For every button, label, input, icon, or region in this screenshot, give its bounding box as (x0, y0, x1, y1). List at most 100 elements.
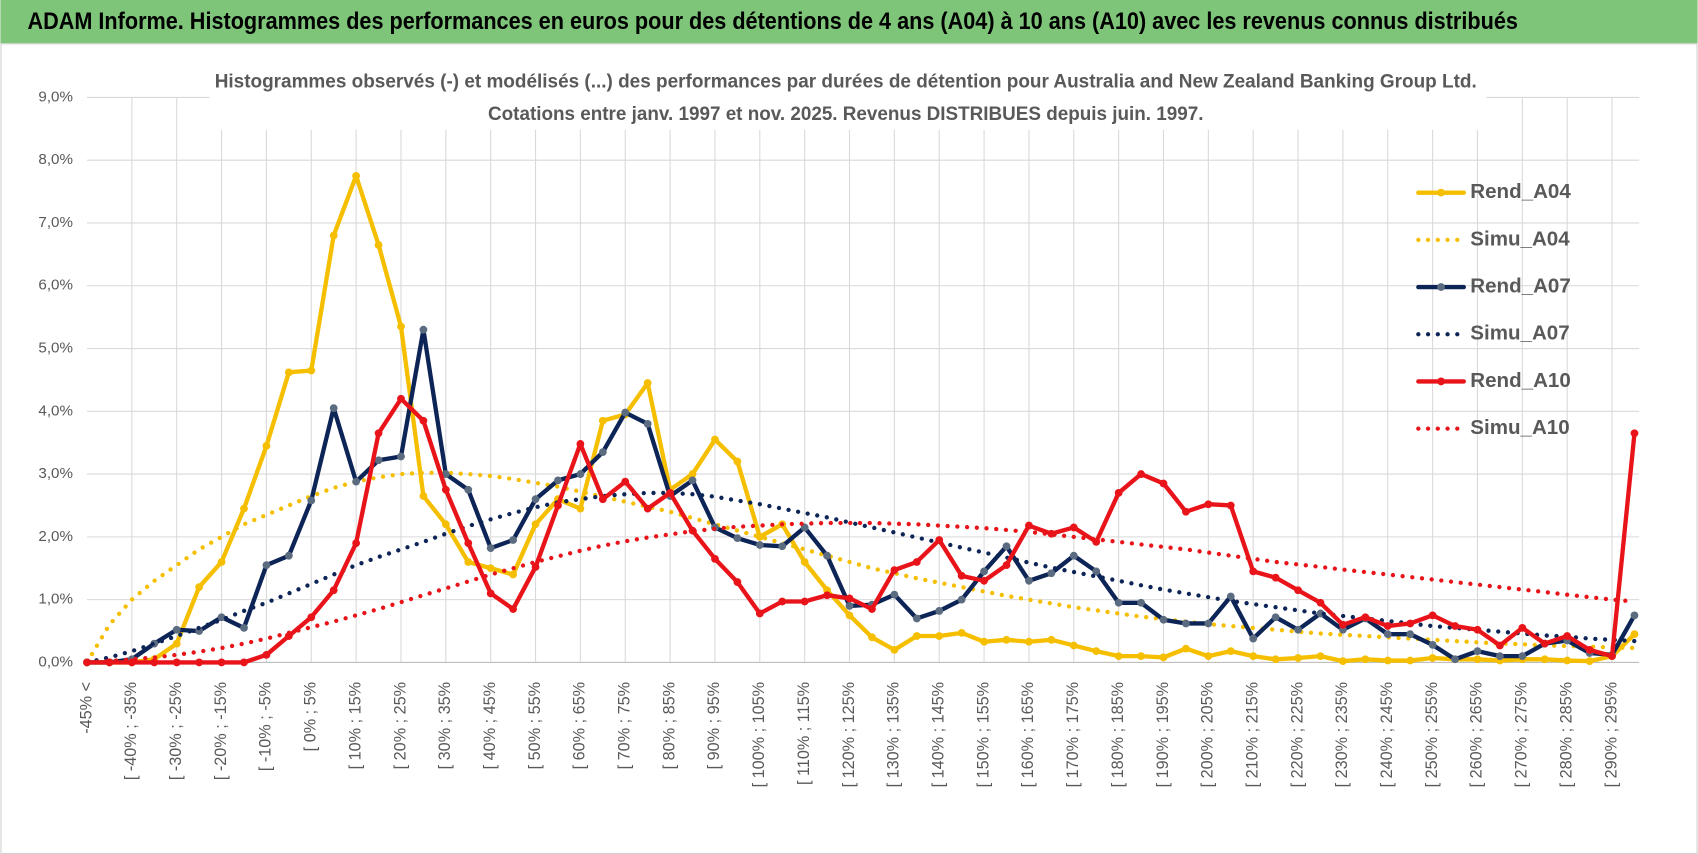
point (1025, 576, 1033, 585)
point (778, 597, 787, 606)
header-bar (0, 0, 1698, 44)
x-tick-label: [ 140% ; 145% (930, 682, 948, 788)
point (1226, 501, 1235, 510)
x-tick-label: [ 220% ; 225% (1288, 682, 1306, 787)
point (1608, 652, 1616, 661)
point (352, 171, 361, 180)
point (890, 590, 899, 599)
x-tick-label: [ 60% ; 65% (571, 682, 589, 769)
point (1473, 625, 1482, 634)
x-tick-label: [ 250% ; 255% (1423, 682, 1441, 787)
point (1406, 656, 1415, 665)
y-tick-label: 8,0% (38, 151, 73, 168)
point (1002, 561, 1011, 570)
point (307, 613, 316, 622)
point (1069, 523, 1078, 532)
point (1226, 647, 1235, 656)
x-tick-label: [ 50% ; 55% (526, 682, 544, 769)
point (1540, 655, 1549, 664)
point (509, 536, 518, 544)
point (598, 448, 607, 457)
point (711, 554, 719, 563)
point (1137, 652, 1145, 661)
y-tick-label: 4,0% (38, 402, 73, 419)
x-tick-label: [ 260% ; 265% (1468, 682, 1486, 788)
point (1428, 654, 1437, 662)
legend-label: Rend_A10 (1470, 369, 1571, 392)
point (1585, 657, 1594, 666)
point (1339, 620, 1347, 629)
point (755, 532, 764, 541)
point (912, 632, 921, 640)
point (1361, 613, 1370, 622)
x-tick-label: [ 230% ; 235% (1333, 682, 1351, 787)
point (486, 544, 495, 553)
point (441, 520, 450, 529)
point (397, 394, 405, 403)
point (419, 325, 428, 334)
point (1047, 569, 1056, 578)
point (1518, 652, 1527, 661)
point (127, 658, 136, 667)
point (1294, 625, 1302, 634)
point (621, 408, 630, 417)
point (486, 564, 495, 573)
point (1137, 470, 1145, 478)
point (419, 492, 428, 500)
point (800, 597, 809, 606)
x-tick-label: [ 80% ; 85% (660, 682, 678, 769)
point (868, 605, 876, 613)
legend-marker (1437, 283, 1445, 291)
point (643, 419, 652, 428)
point (217, 658, 226, 667)
point (1383, 656, 1392, 665)
y-tick-label: 7,0% (38, 214, 73, 231)
point (262, 561, 271, 570)
point (1002, 635, 1011, 644)
point (307, 366, 316, 375)
point (1182, 507, 1190, 516)
point (464, 558, 473, 566)
point (711, 435, 719, 444)
point (957, 571, 966, 580)
point (1339, 657, 1347, 666)
point (957, 629, 966, 637)
point (352, 539, 361, 548)
point (1383, 630, 1392, 639)
x-tick-label: [ 0% ; 5% (302, 682, 320, 751)
point (1540, 639, 1549, 648)
point (1226, 592, 1235, 601)
point (307, 496, 316, 505)
point (1271, 613, 1280, 622)
point (1473, 655, 1482, 664)
point (1518, 623, 1527, 632)
point (890, 645, 899, 654)
point (1563, 632, 1572, 640)
point (1047, 635, 1056, 644)
point (1159, 479, 1168, 488)
legend-label: Simu_A10 (1470, 416, 1569, 439)
point (935, 632, 944, 640)
observed-line (84, 396, 1637, 665)
point (284, 368, 293, 377)
point (621, 477, 630, 486)
point (755, 609, 764, 618)
point (980, 576, 988, 585)
point (1630, 630, 1639, 639)
point (217, 558, 226, 566)
point (576, 440, 585, 448)
point (374, 429, 383, 438)
point (374, 241, 383, 249)
x-tick-label: [ 130% ; 135% (885, 682, 903, 788)
point (957, 595, 966, 604)
point (1406, 619, 1415, 628)
point (397, 452, 405, 461)
point (1249, 634, 1258, 643)
point (733, 534, 742, 543)
point (980, 567, 988, 576)
point (845, 602, 854, 610)
point (1092, 647, 1101, 656)
point (1271, 573, 1280, 582)
y-tick-label: 2,0% (38, 528, 73, 545)
point (1630, 429, 1639, 438)
